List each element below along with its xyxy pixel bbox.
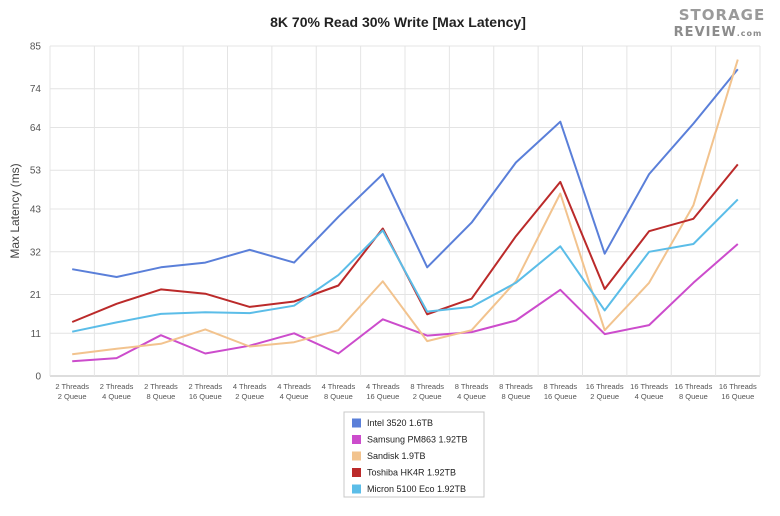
x-tick-label-line1: 16 Threads: [719, 382, 757, 391]
x-tick-label-line2: 4 Queue: [102, 392, 131, 401]
legend-swatch: [352, 418, 361, 428]
x-tick-label-line1: 2 Threads: [144, 382, 178, 391]
x-tick-label-line2: 2 Queue: [413, 392, 442, 401]
legend-label: Sandisk 1.9TB: [367, 451, 426, 461]
legend-swatch: [352, 435, 361, 444]
y-axis-ticks: 0 11 21 32 43 53 64 74 85: [30, 42, 42, 383]
x-tick-label-line2: 16 Queue: [366, 392, 399, 401]
x-tick-label-line2: 2 Queue: [235, 392, 264, 401]
watermark-logo: STORAGE REVIEW.com: [674, 6, 766, 40]
x-tick-label-line2: 4 Queue: [280, 392, 309, 401]
x-tick-label-line1: 8 Threads: [543, 382, 577, 391]
legend-items: Intel 3520 1.6TB Samsung PM863 1.92TB Sand…: [352, 418, 468, 494]
watermark-line2: REVIEW.com: [674, 25, 763, 40]
x-tick-label-line2: 16 Queue: [544, 392, 577, 401]
x-tick-label-line1: 2 Threads: [188, 382, 222, 391]
x-tick-label-line2: 8 Queue: [679, 392, 708, 401]
y-tick-label: 64: [30, 123, 42, 134]
series-line-0: [72, 68, 739, 278]
x-tick-label-line1: 16 Threads: [630, 382, 668, 391]
x-tick-label-line1: 2 Threads: [100, 382, 134, 391]
gridlines: [49, 45, 761, 377]
legend-swatch: [352, 451, 361, 461]
legend: Intel 3520 1.6TB Samsung PM863 1.92TB Sand…: [343, 411, 485, 498]
x-tick-label-line2: 16 Queue: [189, 392, 222, 401]
watermark-suffix: .com: [737, 29, 763, 38]
y-tick-label: 43: [30, 205, 42, 216]
series-line-2: [72, 59, 739, 356]
legend-box: [343, 411, 485, 498]
legend-label: Micron 5100 Eco 1.92TB: [367, 484, 466, 494]
x-tick-label-line2: 2 Queue: [590, 392, 619, 401]
x-tick-label-line1: 4 Threads: [322, 382, 356, 391]
x-tick-label-line2: 8 Queue: [324, 392, 353, 401]
x-tick-label-line1: 8 Threads: [410, 382, 444, 391]
x-tick-label-line2: 8 Queue: [502, 392, 531, 401]
series-lines: [71, 59, 739, 363]
x-tick-label-line2: 2 Queue: [58, 392, 87, 401]
chart-title: 8K 70% Read 30% Write [Max Latency]: [270, 14, 526, 30]
legend-label: Toshiba HK4R 1.92TB: [367, 468, 456, 478]
x-tick-label-line1: 4 Threads: [366, 382, 400, 391]
legend-label: Samsung PM863 1.92TB: [367, 435, 468, 445]
x-tick-label-line1: 4 Threads: [277, 382, 311, 391]
y-tick-label: 85: [30, 42, 42, 53]
x-tick-label-line2: 8 Queue: [147, 392, 176, 401]
y-tick-label: 32: [30, 247, 42, 258]
legend-swatch: [352, 484, 361, 494]
y-tick-label: 11: [31, 329, 42, 340]
x-tick-label-line2: 4 Queue: [635, 392, 664, 401]
watermark-line2-main: REVIEW: [674, 25, 737, 40]
x-tick-label-line2: 4 Queue: [457, 392, 486, 401]
series-line-4: [71, 198, 739, 333]
series-line-1: [72, 243, 739, 363]
x-tick-label-line2: 16 Queue: [721, 392, 754, 401]
x-tick-label-line1: 16 Threads: [586, 382, 624, 391]
watermark-line1: STORAGE: [679, 6, 766, 24]
x-tick-label-line1: 8 Threads: [455, 382, 489, 391]
legend-label: Intel 3520 1.6TB: [367, 418, 433, 428]
y-tick-label: 21: [30, 290, 42, 301]
x-tick-label-line1: 16 Threads: [675, 382, 713, 391]
x-tick-label-line1: 4 Threads: [233, 382, 267, 391]
x-tick-label-line1: 8 Threads: [499, 382, 533, 391]
y-tick-label: 0: [35, 372, 41, 383]
y-axis-label: Max Latency (ms): [8, 163, 22, 258]
y-tick-label: 53: [30, 166, 42, 177]
legend-swatch: [352, 468, 361, 477]
y-tick-label: 74: [30, 84, 42, 95]
x-tick-label-line1: 2 Threads: [55, 382, 89, 391]
